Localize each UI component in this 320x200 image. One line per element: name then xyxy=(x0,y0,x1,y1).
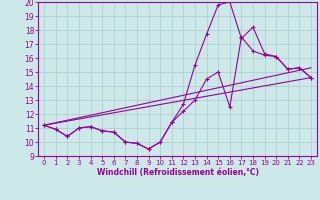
X-axis label: Windchill (Refroidissement éolien,°C): Windchill (Refroidissement éolien,°C) xyxy=(97,168,259,177)
